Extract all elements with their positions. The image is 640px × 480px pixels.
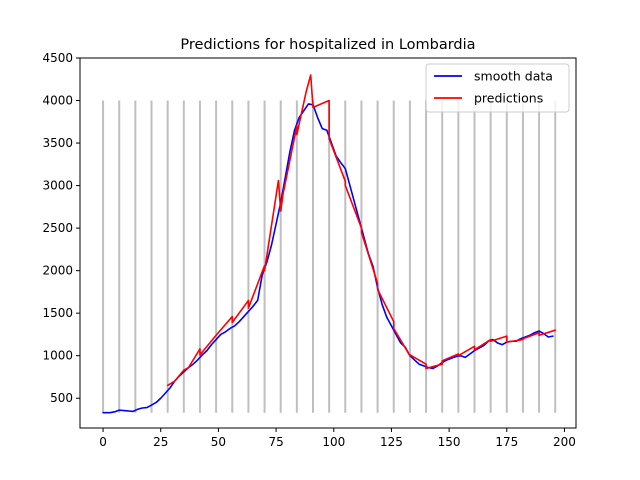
series-line-predictions [166,74,557,387]
y-tick-label: 2500 [42,221,73,235]
y-tick-label: 3000 [42,179,73,193]
legend-label: predictions [474,91,543,106]
x-tick-label: 0 [99,435,107,449]
y-tick-label: 3500 [42,136,73,150]
x-axis: 0 25 50 75 100 125 150 175 200 [99,428,576,449]
chart-title: Predictions for hospitalized in Lombardi… [180,37,475,53]
y-tick-label: 4500 [42,51,73,65]
x-tick-label: 200 [553,435,576,449]
legend-label: smooth data [474,69,553,84]
x-tick-label: 175 [495,435,518,449]
y-tick-label: 2000 [42,264,73,278]
series-layer [102,74,557,414]
y-axis: 500 1000 1500 2000 2500 3000 3500 4000 4500 [42,51,80,405]
y-tick-label: 4000 [42,94,73,108]
y-tick-label: 1000 [42,349,73,363]
x-tick-label: 150 [438,435,461,449]
plot-frame [79,57,577,429]
x-tick-label: 100 [322,435,345,449]
y-tick-label: 500 [50,391,73,405]
x-tick-label: 50 [211,435,226,449]
x-tick-label: 25 [153,435,168,449]
x-tick-label: 125 [380,435,403,449]
legend: smooth data predictions [425,63,570,113]
y-tick-label: 1500 [42,306,73,320]
x-tick-label: 75 [268,435,283,449]
vertical-markers [102,100,557,413]
